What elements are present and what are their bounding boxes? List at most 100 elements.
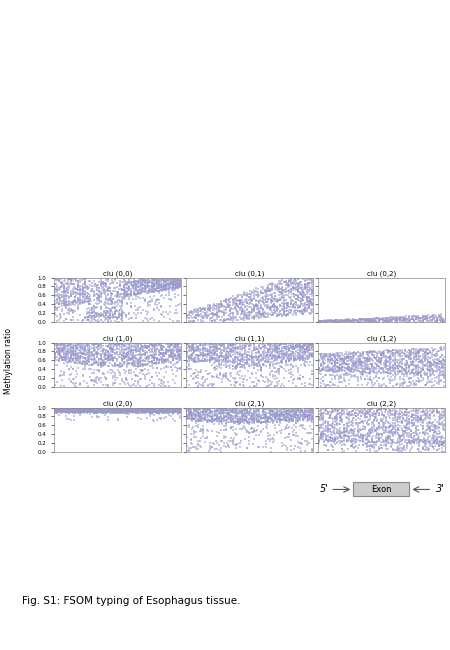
- Point: [271, 351, 278, 361]
- Point: [88, 404, 95, 415]
- Point: [246, 403, 253, 413]
- Point: [419, 437, 426, 447]
- Point: [264, 428, 271, 438]
- Point: [183, 380, 190, 391]
- Point: [401, 348, 408, 359]
- Point: [61, 276, 68, 287]
- Point: [259, 296, 266, 307]
- Point: [280, 302, 288, 313]
- Point: [195, 343, 202, 353]
- Point: [248, 294, 255, 304]
- Point: [170, 277, 177, 287]
- Point: [286, 343, 293, 354]
- Point: [345, 355, 352, 365]
- Point: [128, 354, 135, 364]
- Point: [297, 301, 304, 311]
- Point: [162, 348, 170, 359]
- Point: [251, 339, 258, 349]
- Point: [260, 442, 267, 452]
- Point: [197, 303, 204, 313]
- Point: [55, 404, 63, 414]
- Point: [72, 402, 79, 413]
- Point: [246, 408, 253, 418]
- Point: [236, 339, 243, 349]
- Point: [426, 423, 433, 434]
- Point: [269, 417, 276, 427]
- Point: [357, 314, 364, 324]
- Point: [360, 367, 367, 377]
- Point: [333, 404, 341, 414]
- Point: [106, 406, 113, 417]
- Point: [70, 308, 77, 318]
- Point: [54, 311, 61, 321]
- Point: [60, 406, 68, 416]
- Point: [269, 411, 276, 421]
- Point: [306, 280, 313, 290]
- Point: [281, 381, 288, 391]
- Point: [241, 345, 248, 356]
- Point: [65, 344, 72, 354]
- Point: [360, 424, 367, 435]
- Point: [268, 283, 275, 294]
- Point: [400, 311, 408, 322]
- Point: [389, 348, 396, 359]
- Point: [195, 411, 202, 421]
- Point: [90, 407, 97, 417]
- Point: [159, 404, 166, 414]
- Point: [352, 315, 359, 326]
- Point: [190, 354, 197, 364]
- Point: [345, 436, 352, 446]
- Point: [348, 315, 355, 326]
- Point: [406, 436, 413, 446]
- Point: [306, 410, 313, 420]
- Point: [299, 343, 306, 354]
- Point: [422, 350, 429, 361]
- Point: [230, 411, 237, 421]
- Point: [251, 304, 258, 315]
- Point: [377, 415, 384, 425]
- Point: [206, 348, 213, 358]
- Point: [130, 281, 137, 292]
- Point: [266, 409, 274, 419]
- Point: [202, 437, 209, 447]
- Point: [239, 357, 246, 367]
- Point: [93, 358, 100, 368]
- Point: [197, 341, 204, 351]
- Point: [107, 306, 114, 316]
- Point: [259, 359, 266, 370]
- Point: [146, 277, 153, 287]
- Point: [220, 413, 227, 424]
- Point: [417, 402, 424, 413]
- Point: [155, 272, 162, 283]
- Point: [174, 280, 181, 290]
- Point: [373, 431, 380, 441]
- Point: [109, 402, 117, 413]
- Point: [74, 282, 81, 293]
- Point: [423, 369, 431, 379]
- Point: [112, 291, 119, 302]
- Point: [255, 356, 262, 367]
- Point: [260, 413, 267, 423]
- Point: [306, 302, 313, 312]
- Point: [399, 315, 406, 326]
- Point: [308, 344, 315, 355]
- Point: [53, 343, 60, 354]
- Point: [218, 296, 225, 306]
- Point: [390, 344, 397, 355]
- Point: [404, 350, 411, 360]
- Point: [272, 337, 279, 348]
- Point: [172, 406, 179, 416]
- Point: [261, 410, 269, 420]
- Point: [116, 403, 123, 413]
- Point: [72, 404, 80, 415]
- Point: [223, 352, 230, 362]
- Point: [72, 283, 79, 293]
- Point: [172, 300, 180, 311]
- Point: [301, 344, 308, 355]
- Point: [229, 296, 236, 307]
- Point: [366, 425, 373, 436]
- Point: [126, 407, 133, 417]
- Point: [99, 341, 107, 351]
- Point: [290, 404, 297, 414]
- Point: [63, 339, 70, 350]
